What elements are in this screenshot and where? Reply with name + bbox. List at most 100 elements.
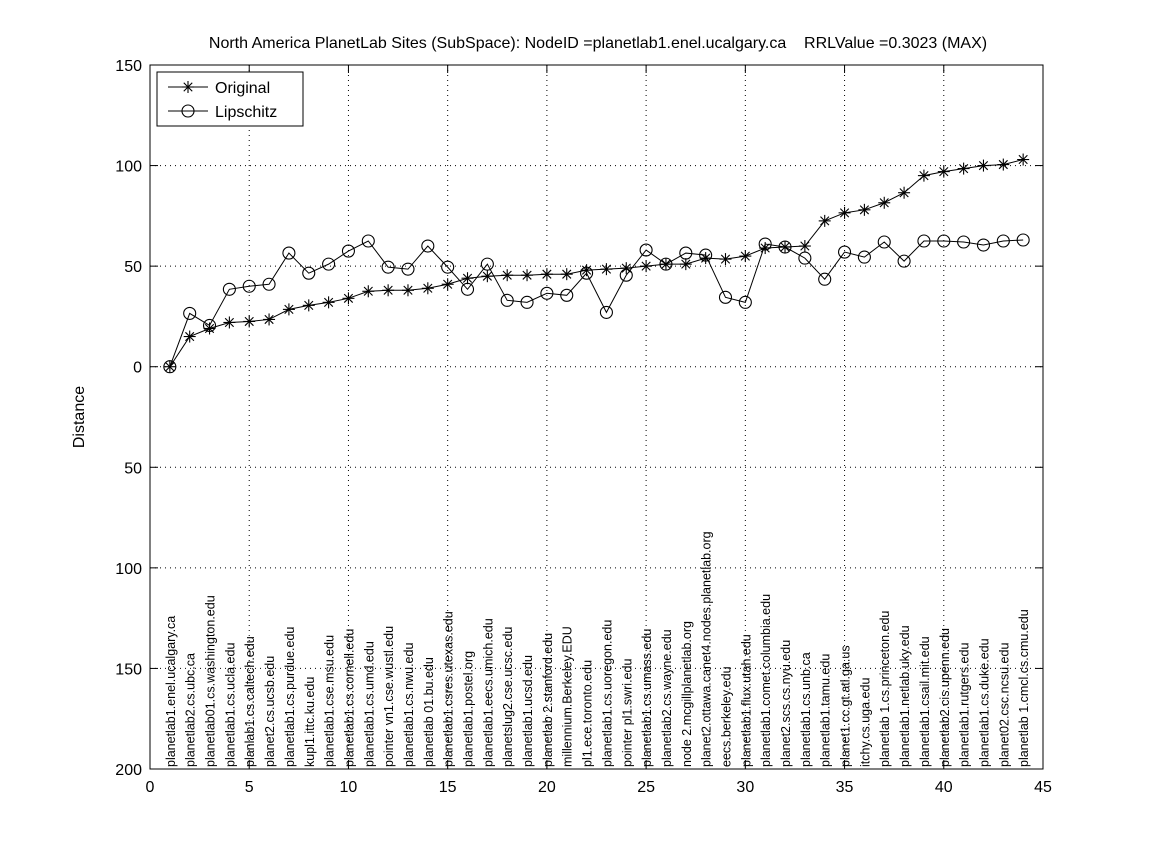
data-point-asterisk [243, 315, 256, 328]
data-point-circle [381, 260, 395, 274]
y-axis-label: Distance [71, 386, 88, 448]
legend-box [156, 71, 304, 127]
node-label: planetlab1.flux.utah.edu [739, 634, 753, 767]
data-point-circle [838, 245, 852, 259]
data-point-asterisk [182, 81, 194, 93]
data-point-circle [341, 244, 355, 258]
data-point-circle [917, 234, 931, 248]
node-label: planetlab1.postel.org [462, 651, 476, 767]
data-point-circle [401, 262, 415, 276]
data-point-circle [520, 295, 534, 309]
data-point-asterisk [282, 303, 295, 316]
data-point-circle [540, 286, 554, 300]
data-point-circle [421, 239, 435, 253]
data-point-circle [699, 248, 713, 262]
data-point-circle [679, 246, 693, 260]
x-tick-label: 5 [245, 779, 254, 796]
data-point-asterisk [501, 269, 514, 282]
legend-entry-lipschitz: Lipschitz [168, 104, 277, 121]
node-label: planetlab1.cs.umd.edu [362, 641, 376, 767]
data-point-circle [181, 104, 195, 118]
x-tick-label: 15 [439, 779, 457, 796]
y-tick-label: 150 [115, 661, 142, 678]
data-point-asterisk [263, 313, 276, 326]
data-point-circle [302, 266, 316, 280]
node-label: planetlab1.comet.columbia.edu [759, 594, 773, 767]
data-point-circle [282, 246, 296, 260]
node-label: planetlab1.eecs.umich.edu [481, 618, 495, 767]
node-label: planet02.csc.ncsu.edu [997, 643, 1011, 767]
data-point-asterisk [302, 299, 315, 312]
node-label: planetlab1.tamu.edu [819, 654, 833, 767]
data-point-asterisk [699, 252, 712, 265]
data-point-asterisk [183, 330, 196, 343]
data-point-circle [242, 279, 256, 293]
node-label: node 2.mcgillplanetlab.org [680, 621, 694, 767]
data-point-circle [659, 257, 673, 271]
node-label: itchy.cs.uga.edu [858, 678, 872, 767]
y-tick-label: 100 [115, 159, 142, 176]
x-tick-label: 45 [1034, 779, 1052, 796]
node-label: planlab1.cs.caltech.edu [243, 636, 257, 767]
data-point-circle [322, 257, 336, 271]
node-label: planetlab 1.cs.princeton.edu [878, 611, 892, 767]
data-point-asterisk [917, 169, 930, 182]
data-point-asterisk [858, 203, 871, 216]
node-label: planetlab 01.bu.edu [422, 657, 436, 767]
plot-background [150, 65, 1043, 769]
data-point-asterisk [957, 162, 970, 175]
data-point-asterisk [421, 282, 434, 295]
data-point-asterisk [739, 250, 752, 263]
data-point-asterisk [580, 264, 593, 277]
data-point-circle [738, 295, 752, 309]
data-point-circle [758, 237, 772, 251]
data-point-asterisk [679, 258, 692, 271]
node-label: planetlab2.cs.ubc.ca [184, 653, 198, 767]
y-tick-label: 200 [115, 762, 142, 779]
node-label: planetlab1.enel.ucalgary.ca [164, 616, 178, 767]
node-label: planetlab 1.cmcl.cs.cmu.edu [1017, 609, 1031, 767]
data-point-asterisk [719, 253, 732, 266]
node-label: planetlab01.cs.washington.edu [204, 595, 218, 767]
data-point-circle [580, 266, 594, 280]
data-point-asterisk [441, 278, 454, 291]
ticks: 0 5 10 15 20 25 30 35 40 45 150 100 50 0 50 100 150 200 [115, 58, 1052, 796]
data-point-circle [202, 318, 217, 333]
node-label: planetlab1.cs.cornell.edu [342, 629, 356, 767]
data-point-asterisk [977, 159, 990, 172]
x-tick-label: 0 [146, 779, 155, 796]
node-label: planetlab1.cs.unb.ca [799, 652, 813, 767]
data-point-asterisk [481, 270, 494, 283]
x-tick-label: 30 [736, 779, 754, 796]
data-point-circle [897, 254, 911, 268]
node-label: planetlab2.cis.upenn.edu [938, 628, 952, 767]
data-point-asterisk [560, 268, 573, 281]
data-point-circle [441, 260, 455, 274]
series [163, 153, 1030, 374]
legend-entry-original: Original [168, 80, 270, 97]
data-point-circle [718, 290, 733, 304]
data-point-circle [818, 272, 832, 286]
data-point-asterisk [878, 196, 891, 209]
data-point-asterisk [382, 284, 395, 297]
x-tick-label: 25 [637, 779, 655, 796]
node-label: planetlab 2.stanford.edu [541, 633, 555, 767]
data-point-circle [361, 234, 375, 248]
data-point-asterisk [223, 316, 236, 329]
node-label: planetlab1.cs.purdue.edu [283, 627, 297, 767]
legend-entries: Original Lipschitz [168, 80, 277, 121]
node-label: planetlab1.cse.msu.edu [323, 635, 337, 767]
data-point-asterisk [898, 186, 911, 199]
data-point-asterisk [818, 214, 831, 227]
data-point-asterisk [342, 292, 355, 305]
node-label: planet1.cc.gt.atl.ga.us [839, 645, 853, 767]
data-point-asterisk [1017, 153, 1030, 166]
node-label: planetlab1.cs.nwu.edu [402, 643, 416, 767]
node-labels: planetlab1.enel.ucalgary.ca planetlab2.cs… [164, 531, 1031, 767]
series-lipschitz [163, 233, 1030, 374]
data-point-asterisk [620, 262, 633, 275]
node-label: planetlab1.cs.uoregon.edu [600, 620, 614, 767]
node-label: eecs.berkeley.edu [719, 666, 733, 767]
data-point-circle [877, 235, 891, 249]
data-point-circle [460, 282, 475, 296]
